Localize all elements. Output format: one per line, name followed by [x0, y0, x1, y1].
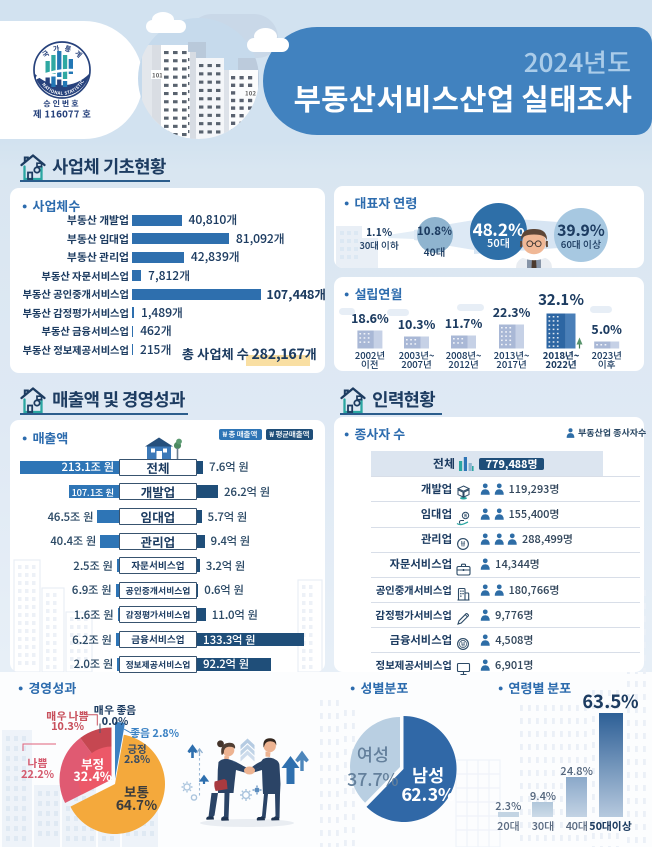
- svg-text:제 116077 호: 제 116077 호: [33, 107, 91, 121]
- svg-text:101: 101: [152, 71, 163, 80]
- svg-text:승인번호: 승인번호: [43, 99, 80, 110]
- svg-text:₩: ₩: [460, 538, 466, 549]
- svg-text:₩: ₩: [463, 511, 468, 519]
- svg-text:102: 102: [245, 89, 256, 98]
- svg-text:₩: ₩: [460, 639, 465, 649]
